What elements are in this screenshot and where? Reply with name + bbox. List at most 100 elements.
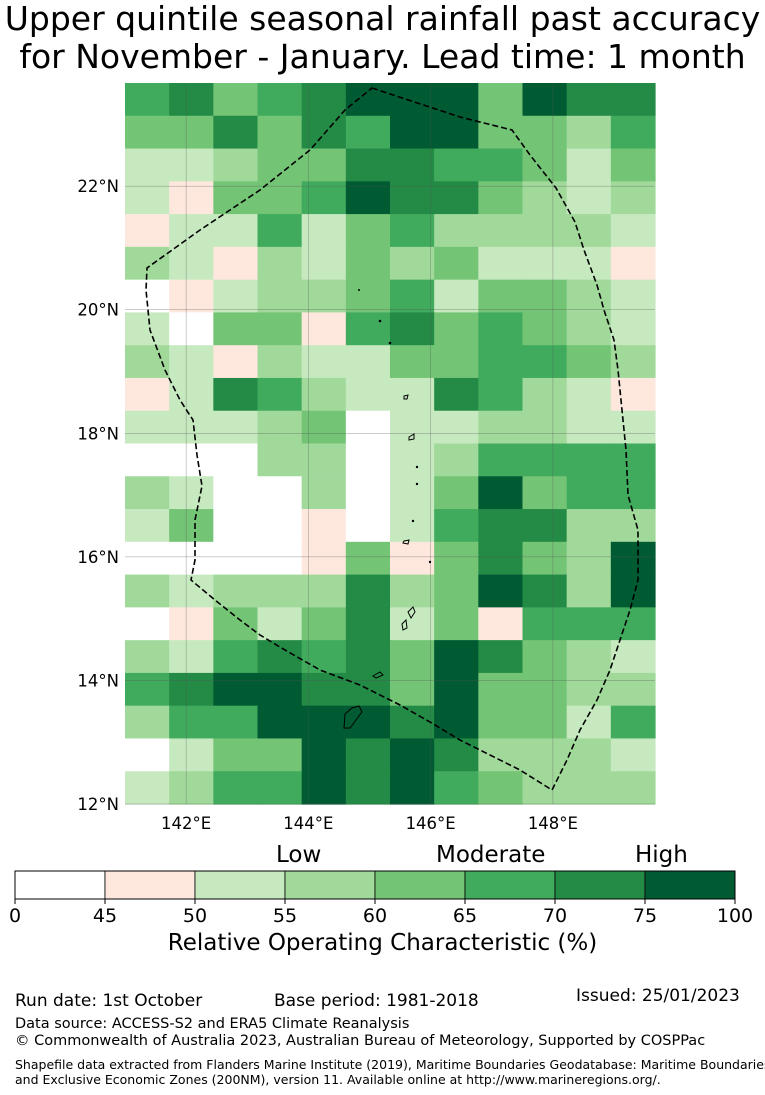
colorbar-segment (554, 870, 646, 900)
grid-cell (478, 443, 524, 477)
copyright-notice: © Commonwealth of Australia 2023, Austra… (15, 1033, 706, 1049)
grid-cell (610, 672, 656, 707)
grid-cell (345, 541, 391, 576)
grid-cell (390, 181, 435, 215)
grid-cell (390, 738, 435, 772)
grid-cell (125, 345, 170, 379)
grid-cell (566, 115, 612, 150)
grid-cell (610, 443, 656, 477)
grid-cell (213, 607, 259, 641)
grid-cell (610, 476, 656, 510)
grid-cell (434, 574, 479, 608)
grid-cell (257, 574, 303, 608)
grid-cell (257, 509, 303, 543)
grid-cell (301, 377, 347, 412)
grid-cell (125, 738, 170, 772)
colorbar-segment (284, 870, 376, 900)
grid-cell (213, 377, 259, 412)
island-dot-7 (428, 560, 432, 564)
grid-cell (610, 541, 656, 576)
grid-cell (566, 312, 612, 346)
grid-cell (257, 738, 303, 772)
grid-cell (478, 377, 524, 412)
legend-high-label: High (635, 842, 688, 868)
grid-cell (213, 246, 259, 281)
grid-cell (522, 377, 568, 412)
grid-cell (522, 312, 568, 346)
grid-cell (345, 672, 391, 707)
grid-cell (345, 443, 391, 477)
island-guam (343, 705, 363, 729)
colorbar-tick-label: 55 (273, 905, 297, 927)
grid-cell (610, 738, 656, 772)
grid-cell (301, 181, 347, 215)
grid-cell (390, 607, 435, 641)
grid-cell (213, 640, 259, 674)
grid-cell (125, 541, 170, 576)
grid-cell (390, 345, 435, 379)
grid-cell (434, 246, 479, 281)
grid-cell (345, 312, 391, 346)
grid-cell (257, 246, 303, 281)
grid-cell (522, 672, 568, 707)
grid-cell (301, 410, 347, 445)
grid-cell (522, 443, 568, 477)
rainfall-accuracy-grid (125, 83, 656, 805)
grid-cell (345, 115, 391, 150)
latitude-tick-label: 12°N (77, 795, 119, 814)
grid-cell (345, 246, 391, 281)
grid-cell (257, 541, 303, 576)
grid-cell (257, 83, 303, 117)
island-dot-1 (358, 289, 360, 291)
grid-cell (169, 115, 214, 150)
grid-cell (169, 509, 214, 543)
grid-cell (610, 279, 656, 314)
grid-cell (301, 443, 347, 477)
island-dot-2 (378, 319, 382, 323)
colorbar-tick-label: 60 (363, 905, 387, 927)
grid-cell (345, 476, 391, 510)
title-line-1: Upper quintile seasonal rainfall past ac… (4, 0, 761, 38)
grid-cell (610, 509, 656, 543)
grid-cell (566, 738, 612, 772)
grid-cell (478, 345, 524, 379)
grid-cell (257, 705, 303, 740)
grid-cell (522, 705, 568, 740)
grid-cell (213, 345, 259, 379)
grid-cell (566, 345, 612, 379)
colorbar-tick-label: 65 (453, 905, 477, 927)
grid-cell (390, 279, 435, 314)
island-coastlines (343, 289, 432, 729)
grid-cell (125, 509, 170, 543)
grid-cell (566, 377, 612, 412)
grid-cell (390, 672, 435, 707)
grid-cell (301, 738, 347, 772)
colorbar-segment (464, 870, 556, 900)
grid-cell (610, 607, 656, 641)
grid-cell (390, 115, 435, 150)
grid-cell (390, 443, 435, 477)
grid-cell (125, 148, 170, 182)
grid-cell (566, 607, 612, 641)
latitude-tick-label: 14°N (77, 671, 119, 690)
grid-cell (478, 214, 524, 248)
grid-cell (566, 541, 612, 576)
grid-cell (522, 738, 568, 772)
grid-cell (125, 443, 170, 477)
grid-cell (478, 148, 524, 182)
grid-cell (345, 509, 391, 543)
grid-cell (390, 640, 435, 674)
grid-cell (257, 443, 303, 477)
grid-cell (345, 607, 391, 641)
grid-cell (125, 312, 170, 346)
grid-cell (478, 607, 524, 641)
grid-cell (213, 279, 259, 314)
grid-cell (125, 771, 170, 805)
title-line-2: for November - January. Lead time: 1 mon… (19, 37, 746, 76)
grid-cell (213, 574, 259, 608)
colorbar-tick-label: 70 (543, 905, 567, 927)
issued-date: Issued: 25/01/2023 (576, 986, 740, 1006)
grid-cell (566, 410, 612, 445)
grid-cell (566, 705, 612, 740)
grid-cell (169, 476, 214, 510)
